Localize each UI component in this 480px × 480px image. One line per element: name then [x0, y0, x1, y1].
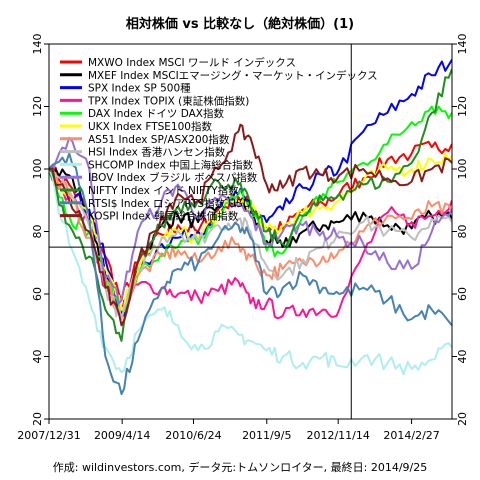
axes: 20 20 40 40 60 60 80 80 100 100 120 120 140 140 2007/1…	[17, 34, 469, 443]
series-line-8	[49, 168, 452, 320]
legend-label: MXWO Index MSCI ワールド インデックス	[88, 56, 296, 69]
x-tick-label: 2009/4/14	[94, 429, 150, 442]
legend-label: HSI Index 香港ハンセン指数	[88, 146, 226, 159]
chart-title: 相対株価 vs 比較なし（絶対株価）(1)	[126, 16, 354, 32]
x-tick-label: 2007/12/31	[17, 429, 80, 442]
series-line-9	[49, 168, 452, 376]
series-line-12	[49, 152, 452, 395]
y-tick-label-right: 140	[456, 34, 469, 55]
y-tick-label-left: 60	[31, 287, 44, 301]
legend-label: SHCOMP Index 中国上海総合指数	[88, 158, 254, 171]
series-line-7	[49, 168, 452, 320]
legend-label: TPX Index TOPIX (東証株価指数)	[87, 94, 249, 107]
x-tick-label: 2012/11/14	[306, 429, 369, 442]
legend-label: DAX Index ドイツ DAX指数	[88, 107, 224, 120]
legend-label: SPX Index SP 500種	[88, 82, 191, 95]
y-tick-label-left: 40	[31, 350, 44, 364]
y-tick-label-left: 80	[31, 225, 44, 239]
footer-credit: 作成: wildinvestors.com, データ元:トムソンロイター, 最終…	[53, 460, 427, 474]
y-tick-label-left: 120	[31, 96, 44, 117]
y-tick-label-right: 80	[456, 225, 469, 239]
y-tick-label-left: 20	[31, 412, 44, 426]
legend-label: IBOV Index ブラジル ボベスパ指数	[88, 171, 258, 184]
legend-label: KOSPI Index 韓国総合株価指数	[88, 210, 239, 223]
legend-label: UKX Index FTSE100指数	[88, 120, 212, 133]
y-tick-label-right: 40	[456, 350, 469, 364]
series-line-13	[49, 123, 452, 327]
series-lines	[49, 59, 452, 395]
series-line-10	[49, 136, 452, 305]
x-tick-label: 2010/6/24	[165, 429, 221, 442]
legend-label: RTSI$ Index ロシアRTS指数 USD	[88, 197, 251, 210]
series-line-11	[49, 68, 452, 342]
legend-label: MXEF Index MSCIエマージング・マーケット・インデックス	[88, 69, 378, 82]
y-tick-label-right: 20	[456, 412, 469, 426]
y-tick-label-right: 120	[456, 96, 469, 117]
y-tick-label-right: 60	[456, 287, 469, 301]
y-tick-label-left: 140	[31, 34, 44, 55]
legend-label: NIFTY Index インド NIFTY指数	[88, 184, 239, 197]
y-tick-label-right: 100	[456, 159, 469, 180]
x-tick-label: 2011/9/5	[242, 429, 291, 442]
legend-label: AS51 Index SP/ASX200指数	[88, 133, 230, 146]
x-tick-label: 2014/2/27	[383, 429, 439, 442]
plot-area	[49, 44, 452, 419]
y-tick-label-left: 100	[31, 159, 44, 180]
